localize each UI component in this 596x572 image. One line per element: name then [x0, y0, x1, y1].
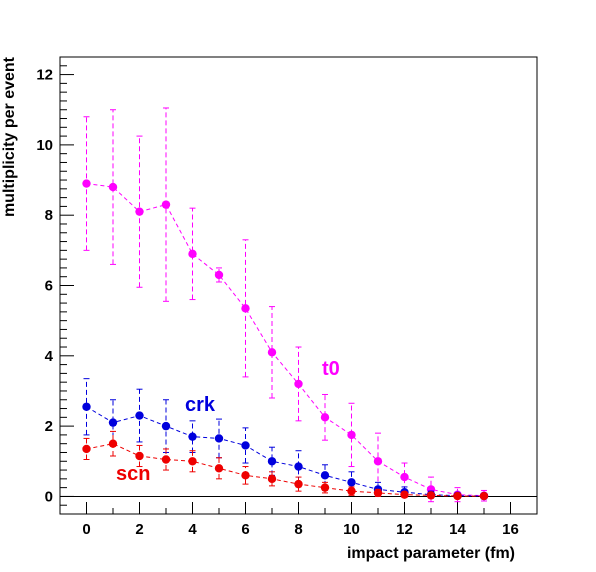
data-point	[161, 200, 171, 209]
y-tick-label: 10	[36, 137, 53, 154]
data-point	[188, 432, 197, 441]
plot-frame	[59, 56, 538, 515]
data-point	[188, 457, 197, 466]
data-point	[267, 348, 277, 357]
x-tick-label: 6	[241, 521, 249, 538]
series-t0	[82, 107, 489, 503]
x-tick-label: 2	[135, 521, 143, 538]
x-tick-label: 4	[188, 521, 197, 538]
data-point	[294, 379, 303, 389]
y-tick-label: 2	[45, 418, 53, 435]
y-axis-label: multiplicity per event	[1, 56, 18, 217]
y-tick-label: 0	[45, 488, 53, 505]
y-tick-label: 4	[45, 348, 54, 365]
data-point	[188, 249, 197, 259]
data-point	[108, 439, 118, 448]
series-scn	[82, 430, 489, 501]
data-point	[161, 455, 171, 464]
data-point	[294, 462, 303, 471]
x-tick-label: 8	[294, 521, 302, 538]
data-point	[267, 474, 277, 484]
data-point	[82, 444, 91, 454]
data-point	[82, 179, 91, 188]
data-point	[267, 457, 277, 466]
data-point	[108, 418, 118, 427]
series-line	[86, 443, 484, 497]
data-point	[241, 304, 250, 313]
data-point	[241, 441, 250, 450]
y-tick-label: 6	[45, 278, 53, 295]
data-point	[241, 471, 250, 480]
data-point	[320, 413, 330, 422]
data-point	[135, 451, 144, 461]
series-line	[86, 183, 485, 497]
data-point	[320, 483, 330, 492]
y-tick-label: 12	[36, 67, 53, 84]
series-layer	[82, 107, 489, 503]
x-tick-label: 14	[449, 521, 466, 538]
series-label-t0: t0	[322, 358, 340, 380]
data-point	[135, 411, 144, 420]
data-point	[426, 491, 436, 500]
data-point	[214, 434, 224, 443]
x-axis-label: impact parameter (fm)	[347, 545, 515, 562]
y-axis: 0 2 4 6 8 10 12	[36, 56, 74, 515]
data-point	[347, 430, 356, 440]
series-line	[86, 406, 485, 497]
data-point	[347, 486, 356, 496]
x-tick-label: 0	[82, 521, 90, 538]
data-point	[479, 491, 489, 501]
data-point	[453, 491, 462, 501]
data-point	[373, 488, 383, 498]
data-point	[347, 478, 356, 487]
data-point	[400, 472, 409, 482]
series-label-scn: scn	[116, 463, 150, 485]
data-point	[108, 182, 118, 192]
x-tick-label: 10	[343, 521, 360, 538]
data-point	[400, 490, 409, 499]
data-point	[294, 479, 303, 489]
data-point	[214, 464, 224, 473]
x-tick-label: 12	[396, 521, 413, 538]
series-label-crk: crk	[185, 394, 216, 416]
data-point	[135, 207, 144, 216]
data-point	[214, 270, 224, 280]
y-tick-label: 8	[45, 207, 53, 224]
x-axis: 0 2 4 6 8 10 12 14 16	[59, 502, 538, 538]
data-point	[161, 421, 171, 431]
data-point	[82, 402, 91, 411]
data-point	[373, 457, 383, 466]
data-point	[320, 471, 330, 480]
x-tick-label: 16	[502, 521, 519, 538]
